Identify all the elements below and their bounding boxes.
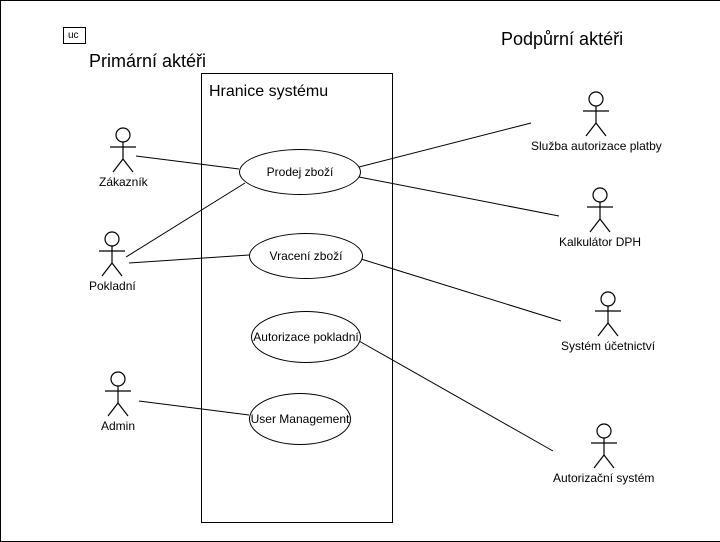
header-supporting-actors: Podpůrní aktéři xyxy=(501,29,623,50)
actor-kalkulator-dph: Kalkulátor DPH xyxy=(559,187,641,249)
system-boundary xyxy=(201,73,393,523)
actor-icon xyxy=(95,231,129,277)
actor-icon xyxy=(591,291,625,337)
actor-icon xyxy=(587,423,621,469)
usecase-label: Vracení zboží xyxy=(270,249,343,263)
actor-label: Admin xyxy=(101,419,135,433)
actor-label: Pokladní xyxy=(89,279,136,293)
diagram-canvas: uc Primární aktéři Podpůrní aktéři Hrani… xyxy=(0,0,720,542)
usecase-prodej: Prodej zboží xyxy=(239,149,361,195)
actor-icon xyxy=(583,187,617,233)
actor-icon xyxy=(106,127,140,173)
actor-zakaznik: Zákazník xyxy=(99,127,148,189)
actor-ucetnictvi: Systém účetnictví xyxy=(561,291,655,353)
actor-label: Kalkulátor DPH xyxy=(559,235,641,249)
actor-admin: Admin xyxy=(101,371,135,433)
actor-autorizace-platby: Služba autorizace platby xyxy=(531,91,662,153)
header-primary-actors: Primární aktéři xyxy=(89,51,206,72)
system-boundary-label: Hranice systému xyxy=(209,83,328,101)
usecase-vraceni: Vracení zboží xyxy=(249,233,363,279)
actor-label: Systém účetnictví xyxy=(561,339,655,353)
uc-tag: uc xyxy=(63,27,86,44)
usecase-auth-pokl: Autorizace pokladní xyxy=(251,311,361,363)
actor-icon xyxy=(579,91,613,137)
usecase-label: Prodej zboží xyxy=(267,165,334,179)
actor-label: Zákazník xyxy=(99,175,148,189)
usecase-user-mgmt: User Management xyxy=(249,393,351,445)
usecase-label: Autorizace pokladní xyxy=(253,330,358,344)
actor-label: Služba autorizace platby xyxy=(531,139,662,153)
actor-autorizacni: Autorizační systém xyxy=(553,423,654,485)
actor-label: Autorizační systém xyxy=(553,471,654,485)
usecase-label: User Management xyxy=(251,412,350,426)
actor-pokladni: Pokladní xyxy=(89,231,136,293)
actor-icon xyxy=(101,371,135,417)
